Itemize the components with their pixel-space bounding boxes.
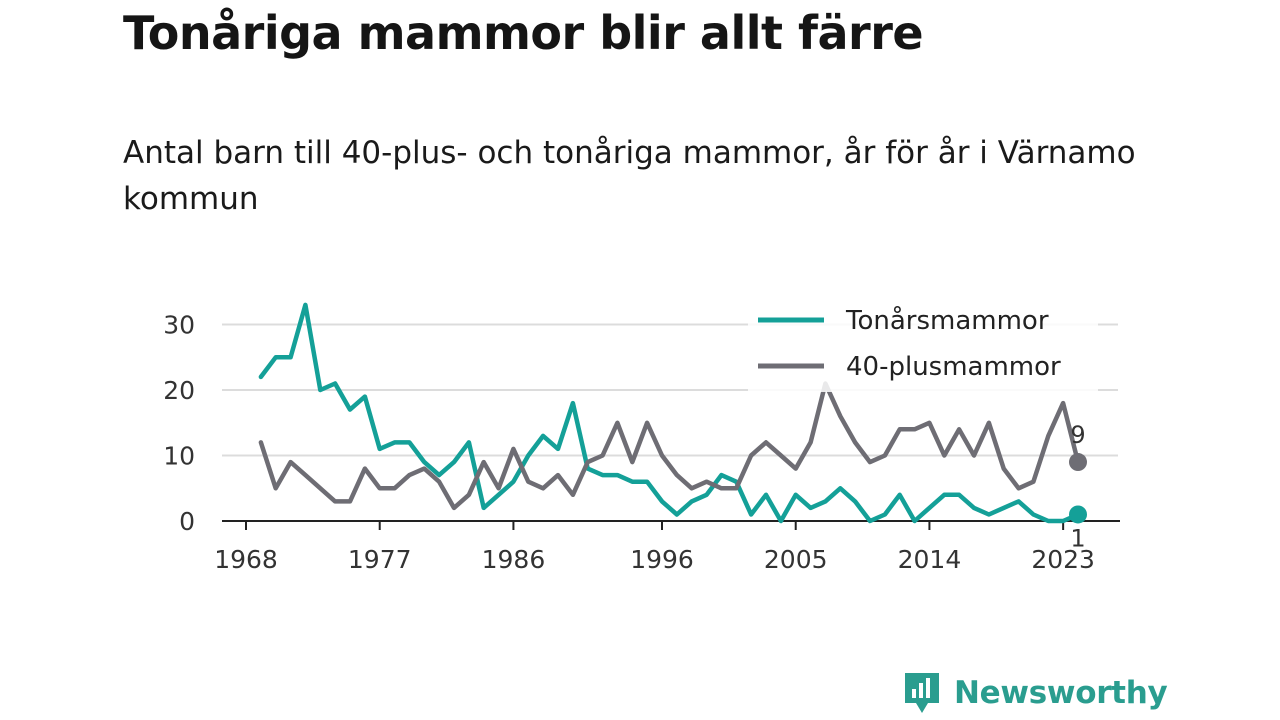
y-tick-label: 0 xyxy=(179,507,195,536)
series-line-40-plusmammor xyxy=(258,381,1081,511)
x-tick-label: 1996 xyxy=(630,545,694,574)
legend: Tonårsmammor 40-plusmammor xyxy=(748,296,1098,392)
legend-label: 40-plusmammor xyxy=(846,352,1061,382)
series-end-point xyxy=(1069,453,1087,472)
y-tick-label: 10 xyxy=(163,442,195,471)
chart-subtitle: Antal barn till 40-plus- och tonåriga ma… xyxy=(123,135,1136,217)
x-axis: 1968 1977 1986 1996 2005 2014 2023 xyxy=(214,520,1120,574)
x-tick-label: 2005 xyxy=(764,545,828,574)
series-line-tonarsmammor xyxy=(258,302,1081,524)
x-tick-label: 1977 xyxy=(348,545,412,574)
legend-background xyxy=(748,296,1098,392)
y-tick-label: 20 xyxy=(163,376,195,405)
series-end-point xyxy=(1069,505,1087,524)
x-tick-label: 2014 xyxy=(898,545,962,574)
chart-title: Tonåriga mammor blir allt färre xyxy=(123,6,924,60)
legend-label: Tonårsmammor xyxy=(845,305,1049,336)
end-value-label: 9 xyxy=(1070,421,1085,449)
x-tick-label: 1968 xyxy=(214,545,278,574)
x-tick-label: 2023 xyxy=(1031,545,1095,574)
brand-name: Newsworthy xyxy=(954,675,1168,711)
y-tick-label: 30 xyxy=(163,311,195,340)
brand: Newsworthy xyxy=(902,670,1168,716)
end-labels: 19 xyxy=(1070,421,1085,552)
x-tick-label: 1986 xyxy=(482,545,546,574)
y-axis: 0 10 20 30 xyxy=(163,311,195,537)
end-value-label: 1 xyxy=(1070,524,1085,552)
series-lines xyxy=(258,302,1087,524)
line-chart: 0 10 20 30 1968 1977 1986 1996 2005 2014 2023 Ton… xyxy=(163,296,1120,574)
newsworthy-logo-icon xyxy=(905,673,939,713)
